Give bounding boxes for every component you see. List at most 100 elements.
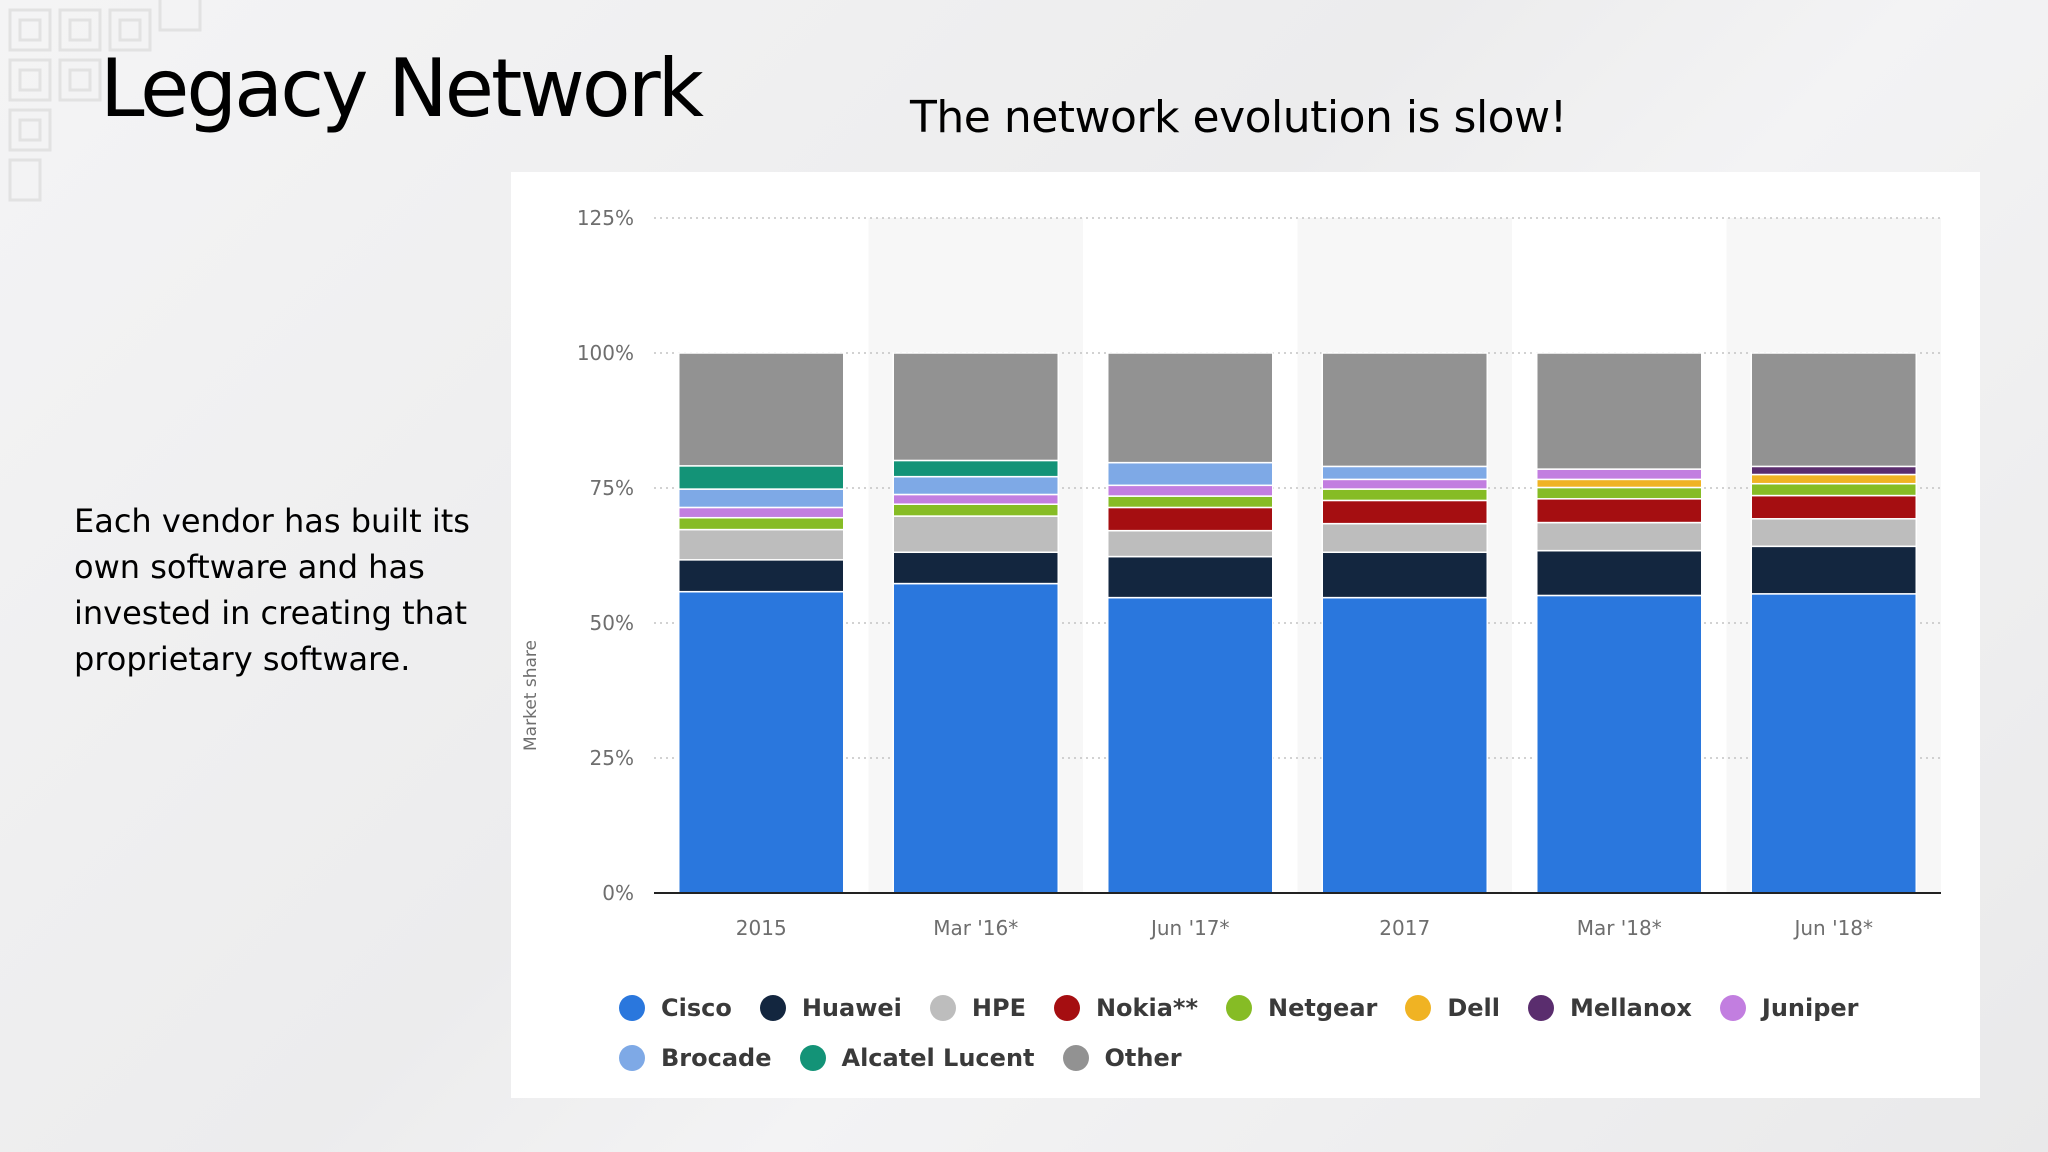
legend-item[interactable]: Juniper — [1719, 992, 1859, 1024]
bar-segment — [892, 493, 1059, 505]
bar-segment — [1536, 549, 1703, 597]
legend-swatch — [799, 1045, 826, 1071]
bar-segment — [678, 488, 845, 509]
bar-segment — [1107, 596, 1274, 894]
bar-segment — [678, 516, 845, 531]
legend-item[interactable]: Huawei — [759, 992, 902, 1024]
bar-segment — [892, 459, 1059, 478]
x-tick-label: 2017 — [1379, 916, 1430, 940]
bar-segment — [892, 352, 1059, 462]
legend-swatch — [1062, 1045, 1089, 1071]
bar-segment — [1321, 488, 1488, 502]
legend-label: Mellanox — [1570, 994, 1692, 1022]
legend-swatch — [619, 995, 645, 1021]
bar-segment — [1321, 551, 1488, 599]
bar-segment — [1536, 486, 1703, 500]
y-axis-title: Market share — [521, 640, 541, 751]
legend-swatch — [1053, 995, 1080, 1021]
legend-item[interactable]: Other — [1062, 1042, 1182, 1074]
bar-segment — [892, 475, 1059, 496]
y-tick-label: 0% — [602, 881, 634, 905]
legend-swatch — [1528, 995, 1555, 1021]
x-tick-label: 2015 — [736, 916, 787, 940]
legend-label: Cisco — [661, 994, 732, 1022]
legend-label: Dell — [1447, 994, 1501, 1022]
x-tick-label: Jun '18* — [1792, 916, 1873, 940]
legend-item[interactable]: Dell — [1405, 992, 1500, 1024]
x-tick-label: Jun '17* — [1149, 916, 1230, 940]
legend-item[interactable]: Cisco — [619, 992, 732, 1024]
body-text: Each vendor has built its own software a… — [74, 502, 470, 678]
bar-segment — [1750, 518, 1917, 548]
bar-segment — [1750, 593, 1917, 894]
y-tick-label: 100% — [577, 341, 634, 365]
bar-segment — [1321, 522, 1488, 554]
legend-label: Other — [1104, 1044, 1182, 1072]
bar-segment — [678, 465, 845, 490]
legend-label: Brocade — [661, 1044, 772, 1072]
bar-segment — [1107, 529, 1274, 558]
y-tick-label: 50% — [590, 611, 634, 635]
legend-swatch — [929, 995, 956, 1021]
bar-segment — [1536, 521, 1703, 552]
bar-segment — [1536, 478, 1703, 489]
bar-segment — [1321, 352, 1488, 468]
legend-label: Alcatel Lucent — [841, 1044, 1035, 1072]
legend-item[interactable]: Nokia** — [1053, 992, 1199, 1024]
bar-segment — [1750, 473, 1917, 485]
bar-segment — [678, 506, 845, 519]
bar-segment — [1107, 352, 1274, 464]
legend-item[interactable]: Netgear — [1226, 992, 1377, 1024]
x-tick-label: Mar '18* — [1577, 916, 1662, 940]
corner-pattern-decoration — [8, 0, 202, 202]
bar-segment — [1107, 495, 1274, 509]
y-tick-label: 25% — [590, 746, 634, 770]
bar-segment — [1750, 482, 1917, 497]
bar-segment — [678, 559, 845, 593]
bar-segment — [1107, 555, 1274, 599]
bar-segment — [1321, 465, 1488, 481]
bar-segment — [678, 590, 845, 894]
legend-item[interactable]: Alcatel Lucent — [799, 1042, 1035, 1074]
bar-segment — [1107, 484, 1274, 497]
bar-segment — [1107, 461, 1274, 487]
bar-segment — [1750, 352, 1917, 468]
legend-label: Netgear — [1268, 994, 1378, 1022]
bar-segment — [1750, 494, 1917, 520]
bar-segment — [1321, 596, 1488, 894]
x-tick-label: Mar '16* — [933, 916, 1018, 940]
bar-segment — [892, 515, 1059, 554]
legend-swatch — [619, 1045, 645, 1071]
bar-segment — [1750, 545, 1917, 595]
bar-segment — [892, 551, 1059, 585]
bar-segment — [678, 352, 845, 467]
bar-segment — [1750, 465, 1917, 476]
legend-swatch — [1405, 995, 1432, 1021]
legend-swatch — [759, 995, 786, 1021]
bar-segment — [1536, 594, 1703, 894]
legend-swatch — [1719, 995, 1746, 1021]
bar-segment — [678, 528, 845, 561]
chart-legend: Cisco Huawei HPE Nokia** Netgear Dell Mellanox… — [619, 992, 1939, 1074]
legend-label: Nokia** — [1095, 994, 1199, 1022]
bar-segment — [1536, 352, 1703, 470]
legend-label: Juniper — [1761, 994, 1859, 1022]
legend-item[interactable]: Mellanox — [1528, 992, 1692, 1024]
slide-title: Legacy Network — [100, 42, 704, 135]
legend-item[interactable]: HPE — [929, 992, 1026, 1024]
y-tick-label: 75% — [590, 476, 634, 500]
chart-panel: 0% 25% 50% 75% 100% 125% Market share 2015 Mar '… — [511, 172, 1980, 1098]
bar-segment — [892, 582, 1059, 894]
bar-segment — [1536, 498, 1703, 524]
bar-segment — [1321, 478, 1488, 490]
legend-swatch — [1226, 995, 1253, 1021]
bar-segment — [1107, 506, 1274, 532]
slide-subtitle: The network evolution is slow! — [910, 92, 1567, 143]
y-tick-label: 125% — [577, 206, 634, 230]
legend-label: Huawei — [801, 994, 902, 1022]
legend-label: HPE — [971, 994, 1026, 1022]
bar-segment — [1536, 468, 1703, 481]
bar-segment — [892, 503, 1059, 517]
stacked-bar-chart: 0% 25% 50% 75% 100% 125% Market share 2015 Mar '… — [521, 206, 1941, 940]
legend-item[interactable]: Brocade — [619, 1042, 772, 1074]
